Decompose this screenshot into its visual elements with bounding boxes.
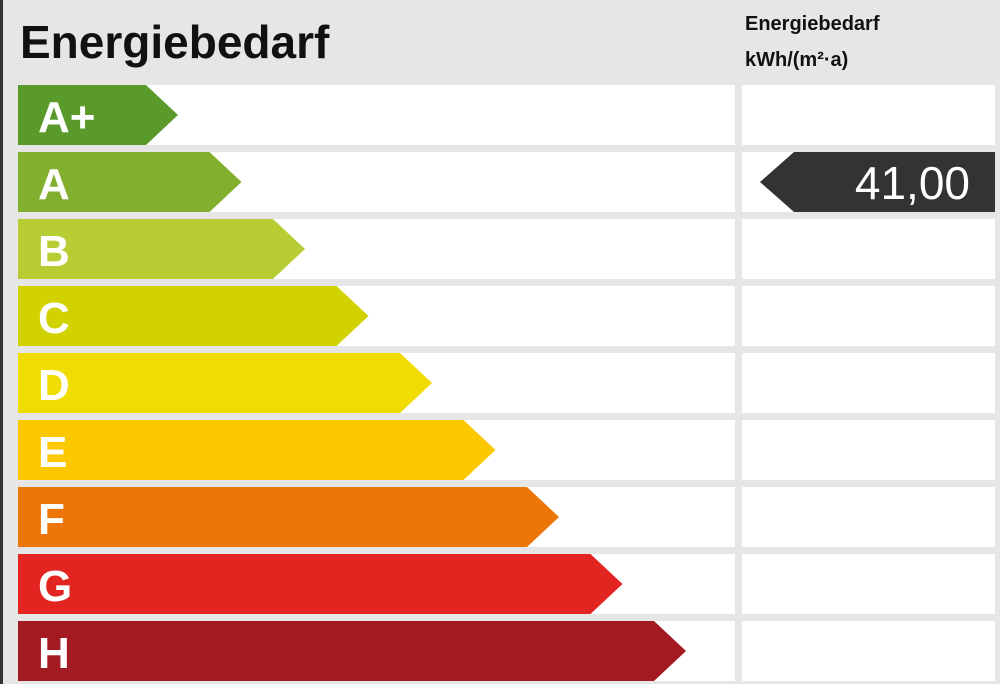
class-arrow [18,286,369,346]
value-cell [742,487,995,547]
class-label: H [38,629,70,678]
value-cell [742,621,995,681]
value-cell [742,554,995,614]
value-cell [742,420,995,480]
left-edge [0,0,3,684]
title: Energiebedarf [20,16,330,68]
value-cell [742,353,995,413]
value-marker [760,152,995,212]
class-arrow [18,353,432,413]
class-label: C [38,294,70,343]
class-label: G [38,562,72,611]
class-label: D [38,361,70,410]
class-label: F [38,495,65,544]
class-arrow [18,487,559,547]
class-arrow [18,554,623,614]
class-label: A [38,160,70,209]
value-cell [742,85,995,145]
class-arrow [18,152,242,212]
column-unit: kWh/(m²·a) [745,49,848,71]
class-label: A+ [38,93,95,142]
class-arrow [18,621,686,681]
class-arrow [18,219,305,279]
value-cell [742,219,995,279]
value-cell [742,286,995,346]
value-text: 41,00 [855,157,970,209]
column-header: Energiebedarf [745,13,880,35]
class-arrow [18,85,178,145]
class-arrow [18,420,496,480]
class-label: E [38,428,67,477]
class-label: B [38,227,70,276]
